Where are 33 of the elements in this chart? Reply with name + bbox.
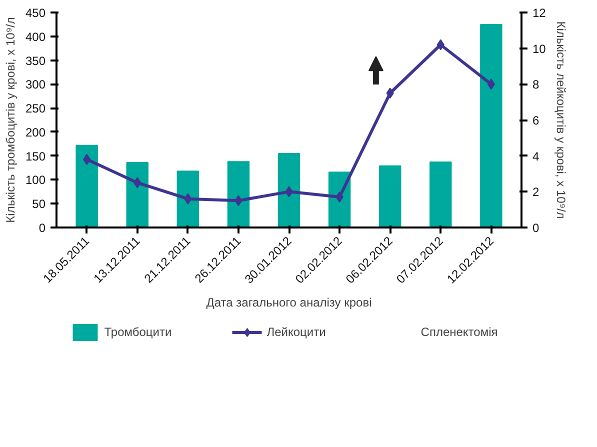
bar bbox=[176, 170, 200, 228]
y2-tick-label: 6 bbox=[532, 114, 540, 128]
y-tick-label: 250 bbox=[25, 102, 46, 116]
y-tick-label: 300 bbox=[25, 78, 46, 92]
bar bbox=[76, 144, 98, 228]
y2-tick-label: 10 bbox=[532, 42, 546, 56]
y-tick-label: 400 bbox=[25, 30, 46, 44]
bar bbox=[430, 162, 452, 228]
y2-tick-label: 2 bbox=[532, 185, 540, 200]
y-tick-label: 0 bbox=[38, 221, 46, 235]
x-axis-title: Дата загального аналізу крові bbox=[206, 295, 372, 310]
text: Спленектомія bbox=[420, 325, 498, 339]
bar bbox=[278, 152, 300, 228]
y2-tick-label: 8 bbox=[532, 78, 540, 92]
y-tick-label: 350 bbox=[25, 54, 46, 68]
legend-label: Тромбоцити bbox=[104, 325, 172, 339]
bar bbox=[480, 24, 502, 228]
y2-tick-label: 12 bbox=[532, 6, 546, 20]
y2-tick-label: 4 bbox=[532, 149, 540, 164]
point bbox=[487, 78, 496, 90]
bar bbox=[126, 162, 148, 228]
y-tick-label: 100 bbox=[25, 173, 46, 188]
y-axis-title: Кількість тромбоцитів у крові, х 10⁹/л bbox=[3, 17, 18, 223]
bar bbox=[378, 165, 402, 228]
y2-tick-label: 0 bbox=[532, 221, 540, 235]
legend-label: Лейкоцити bbox=[266, 325, 326, 339]
y-tick-label: 150 bbox=[25, 149, 46, 164]
bar bbox=[227, 161, 250, 228]
y-tick-label: 450 bbox=[25, 6, 46, 20]
point bbox=[82, 154, 91, 165]
y2-axis-title: Кількість лейкоцитів у крові, х 10⁹/л bbox=[554, 21, 568, 219]
y-tick-label: 50 bbox=[32, 197, 46, 212]
y-tick-label: 200 bbox=[25, 125, 46, 140]
